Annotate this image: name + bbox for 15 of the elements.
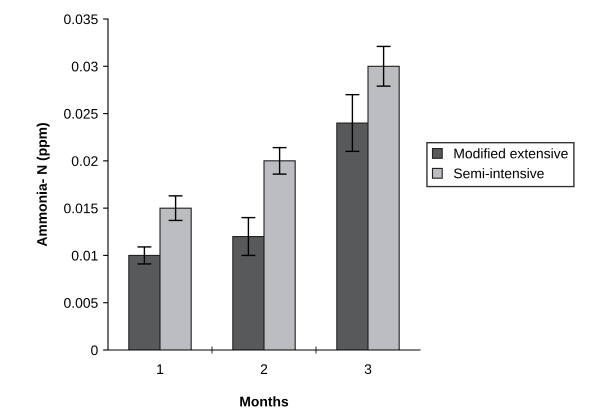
y-tick-label: 0.025 (64, 108, 98, 119)
y-tick-label: 0.035 (64, 14, 98, 24)
y-tick-label: 0.03 (72, 62, 98, 72)
y-tick-label: 0.02 (72, 156, 98, 166)
x-tick-label: 2 (260, 364, 268, 374)
legend-label: Semi-intensive (454, 168, 544, 178)
x-tick-label: 3 (364, 364, 372, 374)
y-tick-label: 0.005 (64, 298, 98, 308)
x-axis-title: Months (240, 396, 288, 406)
y-tick-label: 0.01 (72, 250, 98, 261)
y-tick-label: 0 (91, 345, 98, 356)
legend-label: Modified extensive (454, 148, 568, 158)
y-axis-title: Ammonia- N (ppm) (36, 123, 50, 246)
x-tick-label: 1 (157, 364, 164, 374)
y-tick-label: 0.015 (64, 203, 98, 214)
